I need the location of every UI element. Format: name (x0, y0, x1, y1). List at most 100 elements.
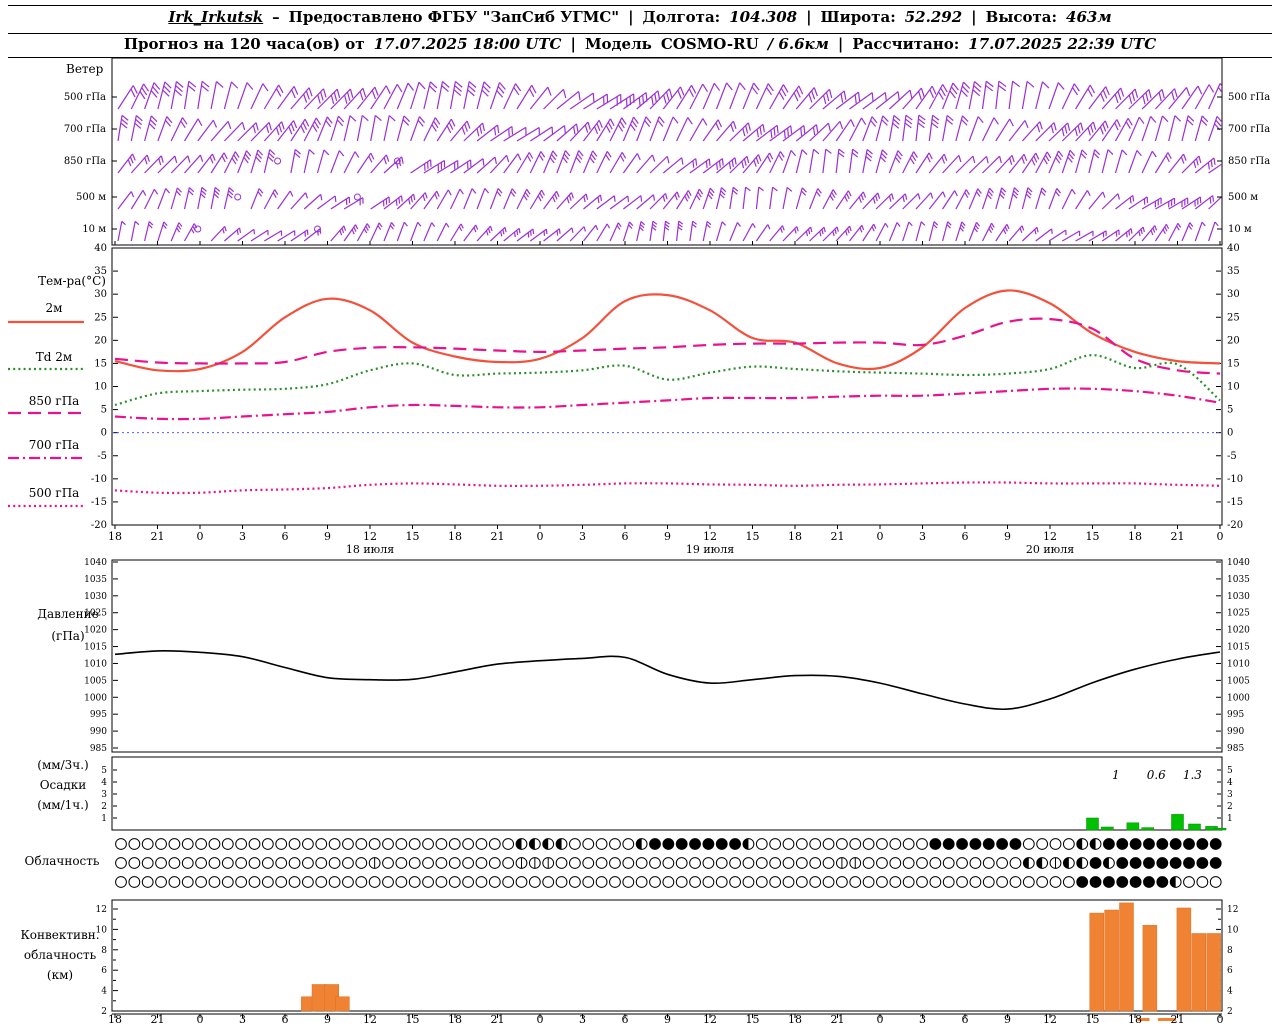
svg-text:0: 0 (101, 428, 107, 439)
svg-text:3: 3 (1227, 790, 1233, 800)
svg-text:850 гПа: 850 гПа (1228, 156, 1270, 167)
bottom-axis: 18 21 0 3 6 9 12 15 18 21 0 3 6 9 12 15 18 21 0 3 6 9 12 15 18 21… (108, 1013, 1224, 1024)
cloud-symbols (115, 838, 1222, 888)
svg-text:0: 0 (537, 1013, 544, 1024)
model-label: Модель (584, 35, 652, 53)
svg-text:1010: 1010 (1227, 659, 1250, 669)
svg-text:3: 3 (919, 1013, 926, 1024)
svg-text:15: 15 (1086, 1013, 1100, 1024)
svg-text:3: 3 (579, 1013, 586, 1024)
forecast-label: Прогноз на 120 часа(ов) от (123, 35, 365, 53)
svg-text:18: 18 (1128, 530, 1142, 543)
svg-text:0: 0 (537, 530, 544, 543)
station-name: Irk_Irkutsk (168, 8, 264, 26)
svg-text:1025: 1025 (1227, 609, 1250, 619)
svg-text:30: 30 (1227, 289, 1240, 300)
precip-value-labels: 1 0.6 1.3 (1112, 768, 1202, 782)
longitude-label: Долгота: (642, 8, 721, 26)
header-rule-bottom (8, 57, 1272, 58)
precip-panel-title: Осадки (39, 778, 87, 792)
svg-text:1.3: 1.3 (1183, 768, 1202, 782)
svg-text:15: 15 (1086, 530, 1100, 543)
precip-units-1h: (мм/1ч.) (37, 798, 89, 812)
svg-text:3: 3 (919, 530, 926, 543)
svg-text:15: 15 (1227, 358, 1240, 369)
svg-text:2: 2 (1227, 802, 1233, 812)
svg-text:18 июля: 18 июля (346, 543, 394, 556)
temp-panel-title: Тем-ра(°C) (38, 274, 106, 288)
svg-text:15: 15 (406, 530, 420, 543)
svg-text:6: 6 (282, 530, 289, 543)
x-axis-labels: 18 21 0 3 6 9 12 15 18 21 0 3 6 9 12 15 18 21 0 3 6 9 12 15 18 21… (108, 525, 1224, 556)
svg-text:1015: 1015 (84, 643, 107, 653)
svg-text:6: 6 (282, 1013, 289, 1024)
svg-text:5: 5 (101, 766, 107, 776)
svg-text:15: 15 (94, 358, 107, 369)
svg-text:500 гПа: 500 гПа (64, 92, 106, 103)
svg-text:20 июля: 20 июля (1026, 543, 1074, 556)
pressure-units: (гПа) (51, 629, 85, 643)
wind-barbs (117, 80, 1222, 242)
svg-text:4: 4 (1227, 987, 1233, 997)
svg-text:20: 20 (94, 335, 107, 346)
pressure-curve (114, 650, 1221, 711)
separator: | (628, 8, 634, 26)
svg-text:2: 2 (101, 1007, 107, 1017)
separator: | (971, 8, 977, 26)
svg-text:0: 0 (197, 530, 204, 543)
svg-text:0: 0 (1217, 530, 1224, 543)
svg-text:3: 3 (579, 530, 586, 543)
svg-text:21: 21 (151, 1013, 165, 1024)
svg-text:12: 12 (703, 530, 717, 543)
conv-panel-title-2: облачность (23, 948, 97, 962)
svg-text:4: 4 (101, 778, 107, 788)
svg-text:12: 12 (363, 530, 377, 543)
svg-text:19 июля: 19 июля (686, 543, 734, 556)
svg-text:0: 0 (877, 530, 884, 543)
svg-text:700 гПа: 700 гПа (64, 124, 106, 135)
svg-text:-10: -10 (91, 474, 107, 485)
svg-text:8: 8 (101, 946, 107, 956)
svg-text:700 гПа: 700 гПа (1228, 124, 1270, 135)
svg-text:995: 995 (1227, 710, 1244, 720)
header-rule-middle (8, 33, 1272, 34)
svg-text:21: 21 (831, 1013, 845, 1024)
svg-text:0: 0 (197, 1013, 204, 1024)
svg-text:1035: 1035 (84, 575, 107, 585)
svg-text:18: 18 (448, 1013, 462, 1024)
header-line-1: Irk_Irkutsk – Предоставлено ФГБУ "ЗапСиб… (0, 8, 1280, 26)
clouds-panel-title: Облачность (24, 854, 100, 868)
svg-text:-15: -15 (91, 497, 107, 508)
svg-text:0: 0 (1217, 1013, 1224, 1024)
forecast-start-time: 17.07.2025 18:00 UTC (373, 35, 562, 53)
altitude-value: 463м (1066, 8, 1112, 26)
svg-text:-5: -5 (1227, 451, 1237, 462)
latitude-label: Широта: (820, 8, 896, 26)
svg-text:985: 985 (90, 744, 107, 754)
svg-text:3: 3 (239, 530, 246, 543)
svg-text:9: 9 (324, 530, 331, 543)
svg-text:8: 8 (1227, 946, 1233, 956)
wind-panel-title: Ветер (66, 62, 104, 76)
legend-label-500: 500 гПа (28, 486, 80, 500)
svg-text:2: 2 (1227, 1007, 1233, 1017)
svg-text:10 м: 10 м (1228, 224, 1252, 235)
header-line-2: Прогноз на 120 часа(ов) от 17.07.2025 18… (0, 35, 1280, 53)
svg-text:18: 18 (448, 530, 462, 543)
legend-label-td2m: Td 2м (35, 350, 73, 364)
svg-text:21: 21 (491, 1013, 505, 1024)
svg-text:1005: 1005 (1227, 676, 1250, 686)
temp-curves (114, 289, 1221, 495)
svg-text:5: 5 (101, 405, 107, 416)
svg-text:500 гПа: 500 гПа (1228, 92, 1270, 103)
svg-text:10: 10 (96, 925, 108, 935)
calculated-label: Рассчитано: (852, 35, 960, 53)
svg-text:1: 1 (101, 814, 107, 824)
conv-units: (км) (46, 968, 74, 982)
svg-text:15: 15 (746, 1013, 760, 1024)
longitude-value: 104.308 (729, 8, 798, 26)
separator: | (806, 8, 812, 26)
conv-bars (301, 902, 1221, 1021)
svg-text:985: 985 (1227, 744, 1244, 754)
svg-text:21: 21 (1171, 530, 1185, 543)
